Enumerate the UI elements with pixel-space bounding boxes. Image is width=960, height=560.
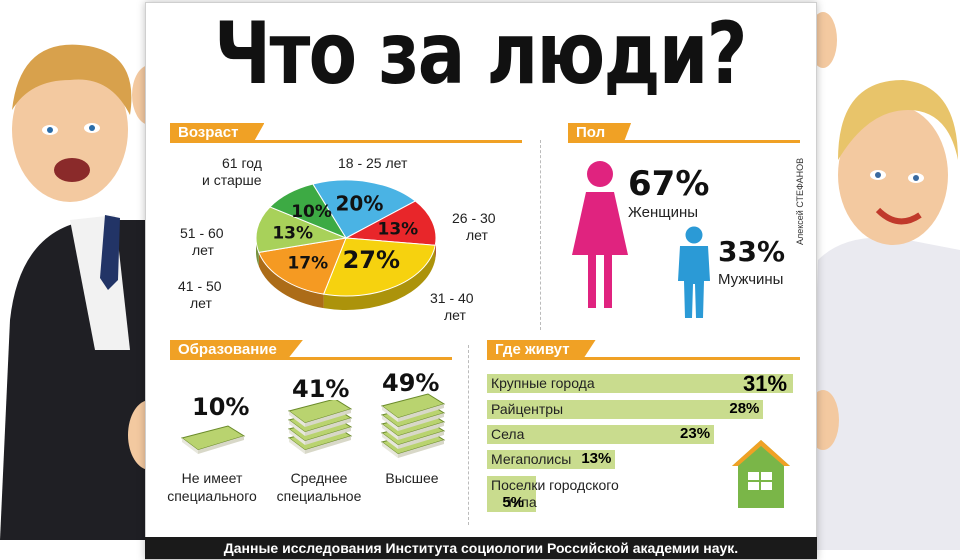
male-percent: 33% (718, 235, 786, 268)
residence-label-line2: типа (507, 494, 537, 510)
book (287, 400, 353, 427)
residence-label: Села (491, 426, 525, 442)
female-percent: 67% (628, 164, 710, 204)
vertical-divider (540, 140, 541, 330)
section-gender-label: Пол (568, 123, 632, 143)
pie-slice-side (323, 245, 436, 310)
books-icon-secondary (287, 400, 353, 454)
section-age-rule (170, 140, 522, 143)
house-icon (732, 440, 790, 508)
section-gender-rule (568, 140, 800, 143)
residence-row: Поселки городского типа 5% (487, 476, 797, 512)
girl-illustration (808, 12, 960, 550)
author-credit: Алексей СТЕФАНОВ (795, 157, 805, 245)
residence-row: Села 23% (487, 425, 797, 444)
vertical-divider-lower (468, 345, 469, 525)
residence-bar (487, 425, 715, 444)
residence-bar (487, 374, 793, 393)
age-label-61-plus: 61 год (222, 155, 262, 171)
age-label-41-50-unit: лет (190, 295, 212, 311)
section-education-rule (170, 357, 452, 360)
residence-bar (487, 476, 537, 512)
residence-percent: 28% (729, 400, 760, 417)
residence-percent: 13% (581, 450, 612, 467)
section-residence-label: Где живут (487, 340, 596, 360)
residence-percent: 31% (743, 371, 788, 396)
age-pie-chart: 20%13%27%17%13%10% (255, 179, 437, 310)
male-icon (678, 226, 710, 318)
age-label-51-60: 51 - 60 (180, 225, 224, 241)
residence-bar (487, 400, 764, 419)
books-icon-no-special (180, 425, 246, 454)
edu-higher-label: Высшее (385, 470, 439, 486)
edu-no-special-label-1: Не имеет (181, 470, 243, 486)
edu-secondary-label-2: специальное (276, 488, 362, 504)
age-label-18-25: 18 - 25 лет (338, 155, 408, 171)
books-icon-higher (380, 393, 446, 458)
residence-label: Крупные города (491, 375, 595, 391)
residence-row: Мегаполисы 13% (487, 450, 797, 469)
edu-secondary-percent: 41% (292, 375, 350, 403)
edu-secondary-label-1: Среднее (290, 470, 348, 486)
pie-slice (269, 183, 348, 240)
residence-row: Крупные города 31% (487, 371, 797, 396)
residence-label: Мегаполисы (491, 451, 572, 467)
boy-illustration (0, 44, 160, 540)
pie-slice-label: 17% (287, 254, 328, 274)
pie-slice (255, 206, 348, 253)
female-label: Женщины (628, 204, 699, 221)
age-label-41-50: 41 - 50 (178, 278, 222, 294)
age-label-51-60-unit: лет (192, 242, 214, 258)
residence-bar (487, 450, 616, 469)
residence-label: Поселки городского (491, 477, 619, 493)
age-label-26-30: 26 - 30 (452, 210, 496, 226)
pie-slice-label: 13% (378, 219, 419, 239)
residence-percent: 5% (502, 494, 525, 511)
page-title: Что за люди? (214, 4, 747, 104)
pie-slice-label: 27% (343, 246, 400, 274)
male-label: Мужчины (718, 271, 784, 288)
pie-slice-label: 20% (335, 191, 383, 215)
section-residence-rule (487, 357, 800, 360)
pie-slice-label: 10% (291, 202, 332, 222)
book (380, 393, 446, 422)
pie-slice (312, 179, 417, 239)
age-label-31-40: 31 - 40 (430, 290, 474, 306)
edu-higher-percent: 49% (382, 369, 440, 397)
female-icon (572, 161, 628, 308)
pie-slice (344, 200, 437, 246)
section-education-label: Образование (170, 340, 303, 360)
edu-no-special-label-2: специального (167, 488, 257, 504)
age-label-61-plus-unit: и старше (202, 172, 262, 188)
pie-slice (322, 237, 436, 297)
residence-percent: 23% (680, 425, 711, 442)
edu-no-special-percent: 10% (192, 393, 250, 421)
section-age-label: Возраст (170, 123, 265, 143)
pie-slice (258, 237, 347, 295)
source-footer: Данные исследования Института социологии… (145, 537, 817, 559)
residence-label: Райцентры (491, 401, 564, 417)
age-label-31-40-unit: лет (444, 307, 466, 323)
pie-slice-side (258, 252, 324, 309)
pie-slice-label: 13% (272, 224, 313, 244)
pie-slice-side (256, 238, 259, 267)
residence-row: Райцентры 28% (487, 400, 797, 419)
age-label-26-30-unit: лет (466, 227, 488, 243)
